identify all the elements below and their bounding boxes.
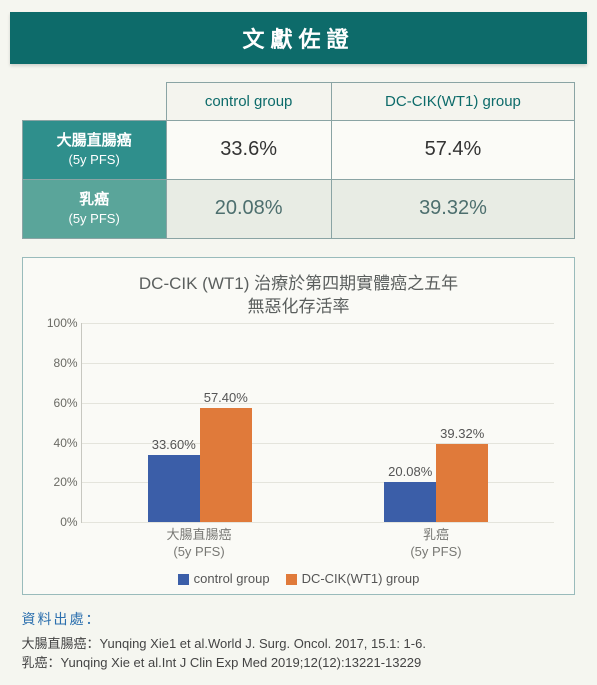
y-tick-label: 100%	[38, 316, 78, 330]
grid-line	[82, 522, 555, 523]
y-tick-label: 80%	[38, 356, 78, 370]
x-category-label: 大腸直腸癌(5y PFS)	[81, 523, 318, 561]
row-header-breast: 乳癌 (5y PFS)	[22, 179, 166, 238]
reference-item: 大腸直腸癌：Yunqing Xie1 et al.World J. Surg. …	[22, 634, 576, 654]
y-tick-label: 20%	[38, 475, 78, 489]
table-row: 大腸直腸癌 (5y PFS) 33.6% 57.4%	[22, 121, 575, 180]
y-tick-label: 60%	[38, 396, 78, 410]
y-tick-label: 0%	[38, 515, 78, 529]
row-sublabel: (5y PFS)	[29, 210, 160, 228]
legend-swatch	[178, 574, 189, 585]
section-banner: 文獻佐證	[10, 12, 587, 64]
cell-value: 20.08%	[166, 179, 331, 238]
col-header-control: control group	[166, 83, 331, 121]
cell-value: 57.4%	[331, 121, 575, 180]
chart-title: DC-CIK (WT1) 治療於第四期實體癌之五年 無惡化存活率	[35, 272, 563, 320]
bar: 20.08%	[384, 482, 436, 522]
x-category-label: 乳癌(5y PFS)	[318, 523, 555, 561]
bar: 33.60%	[148, 455, 200, 522]
y-tick-label: 40%	[38, 436, 78, 450]
legend-swatch	[286, 574, 297, 585]
bar-value-label: 33.60%	[152, 437, 196, 452]
row-sublabel: (5y PFS)	[29, 151, 160, 169]
legend-label: DC-CIK(WT1) group	[302, 571, 420, 586]
references-heading: 資料出處：	[22, 609, 576, 630]
chart-title-line1: DC-CIK (WT1) 治療於第四期實體癌之五年	[139, 274, 458, 293]
bar-group: 20.08%39.32%	[318, 323, 554, 522]
table-corner	[22, 83, 166, 121]
plot-area: 0%20%40%60%80%100% 33.60%57.40%20.08%39.…	[81, 323, 555, 523]
row-header-colorectal: 大腸直腸癌 (5y PFS)	[22, 121, 166, 180]
x-axis: 大腸直腸癌(5y PFS)乳癌(5y PFS)	[81, 523, 555, 561]
col-header-dccik: DC-CIK(WT1) group	[331, 83, 575, 121]
reference-item: 乳癌：Yunqing Xie et al.Int J Clin Exp Med …	[22, 653, 576, 673]
references: 資料出處： 大腸直腸癌：Yunqing Xie1 et al.World J. …	[22, 609, 576, 673]
legend-label: control group	[194, 571, 270, 586]
legend: control group DC-CIK(WT1) group	[35, 571, 563, 586]
pfs-chart: DC-CIK (WT1) 治療於第四期實體癌之五年 無惡化存活率 0% 20% 40…	[22, 257, 576, 595]
row-label: 大腸直腸癌	[57, 132, 132, 149]
bar-value-label: 39.32%	[440, 426, 484, 441]
bar-value-label: 20.08%	[388, 464, 432, 479]
cell-value: 39.32%	[331, 179, 575, 238]
chart-title-line2: 無惡化存活率	[248, 297, 350, 316]
bar-group: 33.60%57.40%	[82, 323, 318, 522]
bar-value-label: 57.40%	[204, 390, 248, 405]
cell-value: 33.6%	[166, 121, 331, 180]
table-row: 乳癌 (5y PFS) 20.08% 39.32%	[22, 179, 575, 238]
bars-container: 33.60%57.40%20.08%39.32%	[82, 323, 555, 522]
bar: 39.32%	[436, 444, 488, 522]
row-label: 乳癌	[79, 191, 109, 208]
bar: 57.40%	[200, 408, 252, 522]
pfs-table: control group DC-CIK(WT1) group 大腸直腸癌 (5…	[22, 82, 576, 239]
